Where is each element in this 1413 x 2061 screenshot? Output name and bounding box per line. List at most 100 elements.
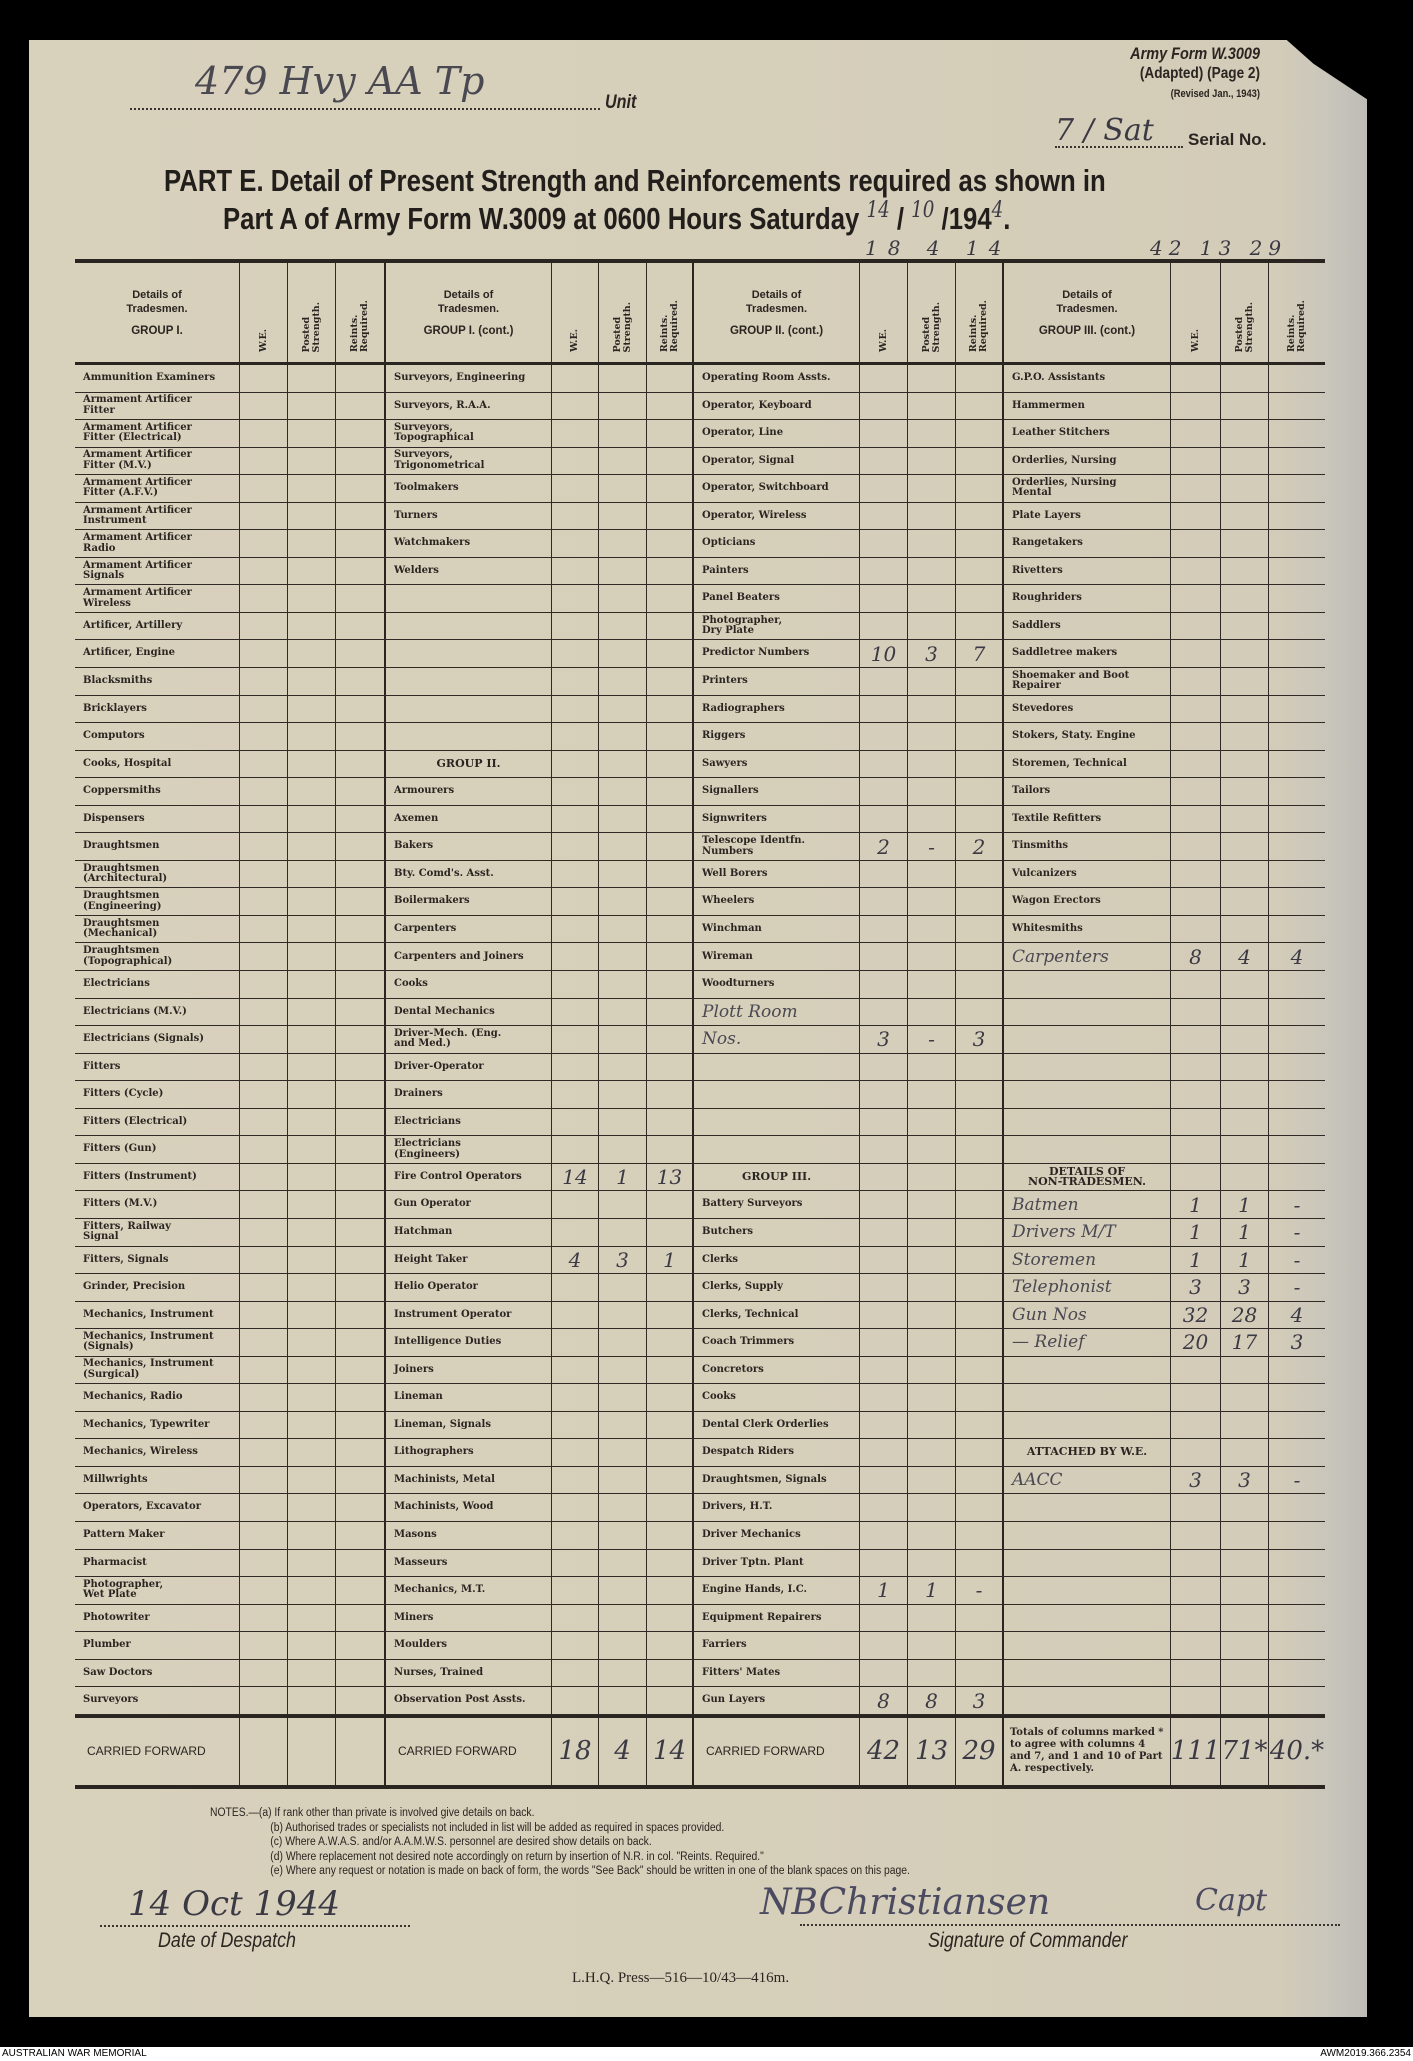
header-details-cell: Details of Tradesmen. GROUP I. (cont.) (386, 263, 552, 362)
value-we (860, 888, 908, 915)
trade-label: Ammunition Examiners (75, 365, 240, 392)
value-reints (956, 1163, 1004, 1191)
value-we (1171, 695, 1221, 723)
value-reints (956, 1136, 1004, 1163)
value-we (240, 1604, 288, 1632)
value-reints (956, 557, 1004, 585)
value-reints (336, 1549, 386, 1577)
trade-label: Armament Artificer Wireless (75, 585, 240, 612)
value-posted (1221, 1632, 1269, 1659)
value-posted (908, 612, 956, 640)
table-row: Fitters (Gun) Electricians (Engineers) (75, 1136, 1325, 1164)
value-posted (1221, 530, 1269, 557)
value-we (240, 420, 288, 447)
value-we (552, 1218, 599, 1246)
value-posted (1221, 1384, 1269, 1411)
value-reints (1269, 696, 1325, 723)
value-we (240, 1053, 288, 1081)
value-we (860, 557, 908, 585)
value-posted (288, 833, 336, 860)
value-posted (908, 860, 956, 888)
value-we (860, 1632, 908, 1659)
page-title-line1: PART E. Detail of Present Strength and R… (164, 163, 1106, 198)
value-we (240, 1687, 288, 1714)
value-we (860, 1494, 908, 1521)
value-reints (1269, 999, 1325, 1026)
value-we (1171, 557, 1221, 585)
header-posted-label: Posted Strength. (611, 301, 633, 352)
value-posted (599, 1136, 647, 1163)
trade-label: Textile Refitters (1004, 805, 1171, 833)
value-we (1171, 1659, 1221, 1687)
value-we (240, 888, 288, 915)
header-reints-label: Reints. Required. (1286, 299, 1307, 352)
value-posted (1221, 860, 1269, 888)
trade-label: Armament Artificer Fitter (75, 392, 240, 420)
trade-label: Rangetakers (1004, 530, 1171, 557)
table-row: Draughtsmen (Engineering) Boilermakers Whe… (75, 888, 1325, 916)
carried-forward-posted: 4 (599, 1717, 647, 1785)
value-posted (1221, 475, 1269, 502)
value-posted (288, 1411, 336, 1439)
value-reints (1269, 1577, 1325, 1604)
table-row: Fitters (M.V.) Gun Operator Battery Survey… (75, 1191, 1325, 1219)
trade-label (1004, 1659, 1171, 1687)
value-we (552, 1136, 599, 1163)
value-reints (956, 1218, 1004, 1246)
trade-label: Operator, Keyboard (694, 392, 860, 420)
trade-label: Wireman (694, 943, 860, 971)
value-posted (908, 888, 956, 915)
value-reints (336, 640, 386, 668)
value-we (860, 420, 908, 447)
value-reints (956, 1329, 1004, 1356)
trade-label: Armament Artificer Signals (75, 557, 240, 585)
value-posted (1221, 365, 1269, 392)
trade-label: Despatch Riders (694, 1439, 860, 1466)
value-we (240, 1026, 288, 1053)
value-we (860, 1604, 908, 1632)
value-reints (336, 1246, 386, 1274)
carried-forward-label: CARRIED FORWARD (694, 1717, 860, 1785)
value-we (240, 778, 288, 805)
value-we (860, 943, 908, 971)
header-details-text: Details of (751, 288, 802, 301)
value-we (552, 1604, 599, 1632)
value-we (1171, 971, 1221, 998)
value-posted (599, 585, 647, 612)
table-header-row: Details of Tradesmen. GROUP I. W.E. Posted S… (75, 263, 1325, 365)
trade-label: Telescope Identfn. Numbers (694, 833, 860, 860)
carried-forward-we (240, 1717, 288, 1785)
value-posted (599, 1274, 647, 1301)
value-posted (1221, 998, 1269, 1026)
value-posted (1221, 612, 1269, 640)
table-row: Blacksmiths Printers Shoemaker and Boot Re… (75, 668, 1325, 696)
value-reints: - (1293, 1247, 1301, 1272)
value-posted (288, 1384, 336, 1411)
value-posted (1221, 1577, 1269, 1604)
value-posted (599, 750, 647, 778)
table-row: Plumber Moulders Farriers (75, 1632, 1325, 1660)
value-reints (647, 1687, 694, 1714)
trade-label (1004, 1632, 1171, 1659)
despatch-label: Date of Despatch (158, 1929, 296, 1952)
value-posted (908, 1246, 956, 1274)
value-posted (599, 1026, 647, 1053)
value-posted (288, 585, 336, 612)
trade-label: Coach Trimmers (694, 1329, 860, 1356)
table-row: Photowriter Miners Equipment Repairers (75, 1604, 1325, 1633)
value-posted: 1 (1221, 1191, 1269, 1218)
value-we (860, 1274, 908, 1301)
value-we (240, 1494, 288, 1521)
carried-forward-row: CARRIED FORWARD CARRIED FORWARD 18 4 14 CARRI… (75, 1714, 1325, 1789)
table-row: Armament Artificer Signals Welders Painter… (75, 557, 1325, 586)
trade-label (1004, 1108, 1171, 1136)
header-details-text: Details of (132, 288, 182, 301)
value-posted (1221, 915, 1269, 943)
trade-label: Coppersmiths (75, 778, 240, 805)
header-group-text: GROUP III. (cont.) (1038, 324, 1136, 337)
value-posted (599, 447, 647, 475)
value-posted: 8 (908, 1687, 956, 1714)
value-we (1171, 1384, 1221, 1411)
value-reints (647, 833, 694, 860)
value-we (552, 1521, 599, 1549)
